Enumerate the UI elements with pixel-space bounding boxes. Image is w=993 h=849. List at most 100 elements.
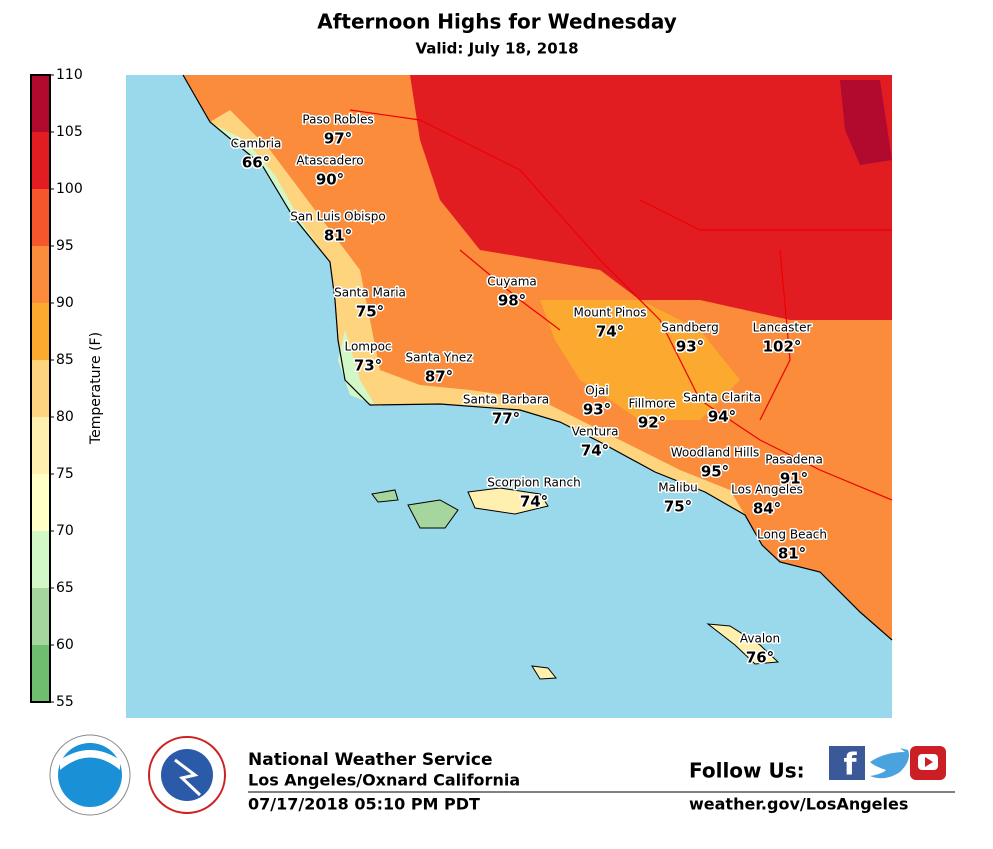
island (531, 665, 557, 680)
hot-zone (410, 75, 892, 320)
url[interactable]: weather.gov/LosAngeles (689, 795, 908, 814)
coastline (182, 74, 893, 641)
colorbar-tick-label: 55 (56, 694, 74, 710)
city-temp: 98° (498, 292, 526, 310)
city-name: Long Beach (757, 528, 827, 542)
city-temp: 74° (581, 442, 609, 460)
city-temp: 81° (778, 545, 806, 563)
city-name: Los Angeles (731, 483, 803, 497)
colorbar-segment (31, 531, 50, 588)
colorbar-tick-label: 65 (56, 580, 74, 596)
city-temp: 77° (492, 410, 520, 428)
colorbar: 55 60 65 70 75 80 85 90 95 100 105 110 (30, 67, 83, 710)
city-name: Cambria (231, 137, 282, 151)
colorbar-segment (31, 132, 50, 189)
city-temp: 93° (583, 401, 611, 419)
island (407, 499, 459, 529)
land (184, 75, 250, 100)
city-name: Atascadero (296, 154, 363, 168)
colorbar-segment (31, 474, 50, 531)
colorbar-segment (31, 303, 50, 360)
location: Los Angeles/Oxnard California (248, 771, 520, 790)
city-name: Santa Maria (334, 286, 406, 300)
city-name: Scorpion Ranch (487, 476, 580, 490)
city-temp: 75° (356, 303, 384, 321)
city-name: Ojai (585, 384, 608, 398)
colorbar-segment (31, 417, 50, 474)
facebook-icon[interactable]: f (829, 746, 865, 783)
colorbar-tick-label: 105 (56, 124, 83, 140)
colorbar-segment (31, 645, 50, 702)
city-temp: 93° (676, 338, 704, 356)
office: National Weather Service (248, 750, 493, 770)
island (467, 487, 549, 515)
city-temp: 87° (425, 368, 453, 386)
coastal-zone (338, 330, 375, 405)
city-temp: 75° (664, 498, 692, 516)
colorbar-label: Temperature (F) (88, 332, 104, 445)
city-name: Lompoc (344, 340, 391, 354)
colorbar-tick-label: 85 (56, 352, 74, 368)
city-temp: 66° (242, 154, 270, 172)
city-name: Ventura (572, 425, 619, 439)
colorbar-segment (31, 246, 50, 303)
youtube-icon[interactable] (910, 746, 946, 780)
colorbar-tick-label: 100 (56, 181, 83, 197)
colorbar-tick-label: 60 (56, 637, 74, 653)
city-temp: 95° (701, 463, 729, 481)
island (371, 489, 399, 503)
facebook-bg (829, 746, 865, 780)
city-temp: 74° (596, 323, 624, 341)
city-name: Paso Robles (302, 113, 373, 127)
colorbar-tick-label: 95 (56, 238, 74, 254)
city-name: Malibu (658, 481, 698, 495)
city-temp: 90° (316, 171, 344, 189)
city-name: Mount Pinos (574, 306, 647, 320)
colorbar-segment (31, 75, 50, 132)
city-temp: 94° (708, 408, 736, 426)
city-temp: 84° (753, 500, 781, 518)
map (126, 74, 893, 718)
city-temp: 76° (746, 649, 774, 667)
colorbar-segment (31, 360, 50, 417)
colorbar-segment (31, 588, 50, 645)
facebook-glyph: f (843, 748, 857, 783)
warm-zone (540, 300, 740, 420)
colorbar-frame (30, 74, 51, 703)
city-name: Santa Clarita (683, 391, 761, 405)
city-temp: 81° (324, 227, 352, 245)
city-name: Woodland Hills (671, 446, 759, 460)
city-name: Pasadena (765, 453, 823, 467)
youtube-play (925, 757, 933, 767)
twitter-bird (870, 748, 909, 779)
nws-logo (161, 749, 213, 801)
colorbar-tick-label: 80 (56, 409, 74, 425)
city-labels: Paso Robles 97° Cambria 66° Atascadero 90° San… (229, 111, 828, 668)
island (706, 623, 780, 665)
coastal-zone (210, 110, 745, 515)
colorbar-tick-label: 70 (56, 523, 74, 539)
city-temp: 97° (324, 130, 352, 148)
hot-zone (840, 80, 892, 165)
noaa-logo (60, 750, 120, 770)
highway (349, 109, 893, 501)
city-name: Avalon (740, 632, 780, 646)
city-temp: 74° (520, 493, 548, 511)
city-temp: 91° (780, 470, 808, 488)
city-temp: 73° (354, 357, 382, 375)
follow-label: Follow Us: (689, 759, 805, 783)
city-name: Sandberg (661, 321, 719, 335)
twitter-icon[interactable] (870, 748, 909, 779)
city-name: Cuyama (487, 275, 536, 289)
city-temp: 102° (763, 338, 802, 356)
colorbar-tick-label: 110 (56, 67, 83, 83)
city-name: Santa Ynez (405, 351, 472, 365)
issued: 07/17/2018 05:10 PM PDT (248, 795, 480, 814)
nws-logo (174, 758, 202, 797)
city-temp: 92° (638, 414, 666, 432)
city-name: San Luis Obispo (290, 210, 385, 224)
subtitle: Valid: July 18, 2018 (415, 40, 578, 58)
logos (49, 734, 226, 816)
city-name: Fillmore (628, 397, 675, 411)
